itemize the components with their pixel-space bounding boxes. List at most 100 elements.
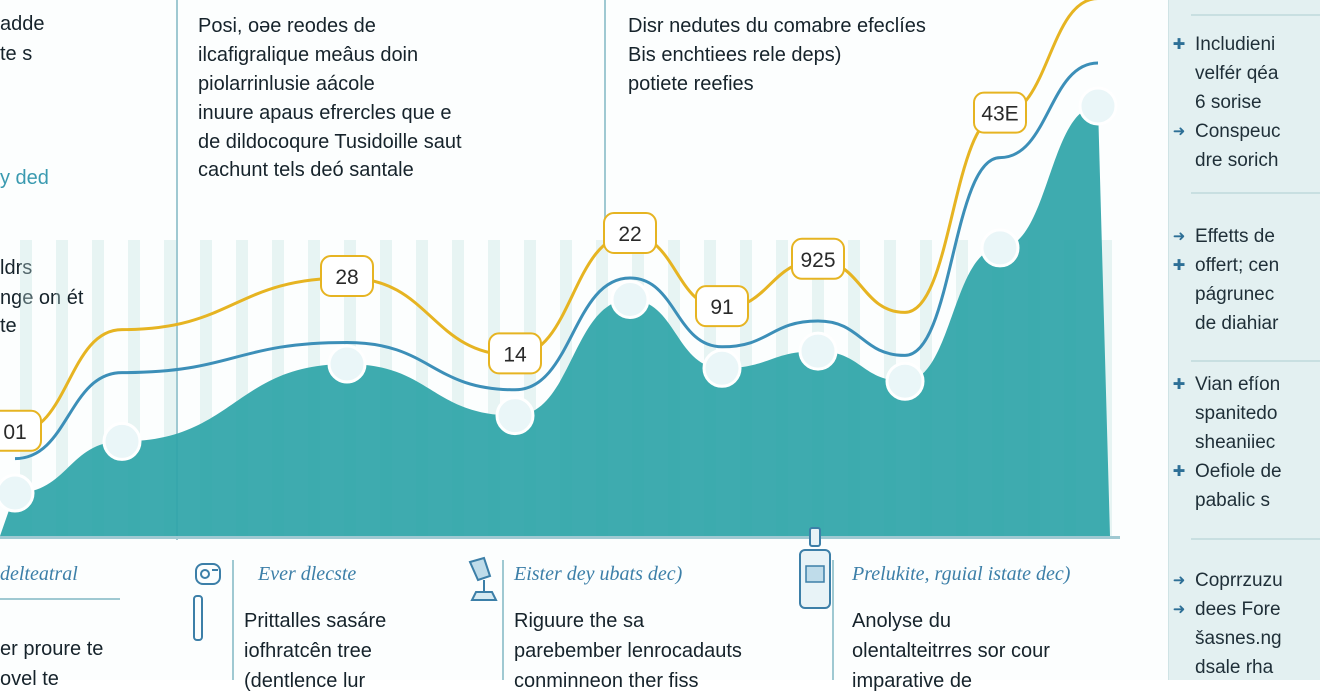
sidebar-item-label: Includieni	[1195, 34, 1276, 55]
sidebar-item: ✚ Vian efíon	[1173, 372, 1281, 398]
svg-text:22: 22	[618, 223, 641, 246]
sidebar-item: ➜ Effetts de	[1173, 224, 1275, 250]
sidebar-rule	[1191, 360, 1320, 362]
left-note-line: adde	[0, 13, 45, 35]
medicine-bottle-icon	[799, 527, 831, 609]
data-point-marker	[885, 361, 925, 401]
sidebar-item: ➜ Conspeuc	[1173, 119, 1281, 145]
bar-stripe	[20, 240, 32, 536]
center-note-line: piolarrinlusie aácole	[198, 73, 375, 95]
sidebar-item: 6 sorise	[1195, 90, 1262, 116]
sidebar-item-label: sheaniiec	[1195, 432, 1276, 453]
bottom-line: (dentlence lur	[244, 670, 366, 692]
line-series-blue	[14, 61, 1099, 461]
data-point-marker	[1078, 86, 1118, 126]
sidebar-rule	[1191, 192, 1320, 194]
sidebar-item: pabalic s	[1195, 488, 1270, 514]
center-note-line: Posi, oǝe reodes de	[198, 15, 376, 37]
svg-text:91: 91	[710, 296, 733, 319]
data-label: 01	[0, 409, 42, 452]
sidebar-item: dsale rha	[1195, 655, 1273, 681]
sidebar-item: sheaniiec	[1195, 430, 1275, 456]
sidebar-rule	[1191, 14, 1320, 16]
left-note-line: y ded	[0, 167, 49, 189]
left-note-line: nge on ét	[0, 287, 84, 309]
data-point-marker	[102, 421, 142, 461]
lab-flask-icon	[195, 563, 221, 585]
sidebar-item-label: šasnes.ng	[1195, 628, 1282, 649]
area-chart: 01 28 14 22 91 925 43E	[0, 0, 1120, 539]
bullet-icon: ➜	[1172, 228, 1186, 245]
divider-line	[232, 560, 234, 680]
bottom-line: imparative de	[852, 670, 973, 692]
sidebar-item: ✚ Includieni	[1173, 32, 1276, 58]
left-note-line: te	[0, 315, 17, 337]
data-point-marker	[0, 473, 35, 513]
bottom-heading: Ever dlecste	[258, 563, 357, 585]
data-point-marker	[495, 396, 535, 436]
sidebar-item-label: Conspeuc	[1195, 121, 1281, 142]
right-note-line: Bis enchtiees rele deps)	[628, 44, 842, 66]
divider-line	[502, 560, 504, 680]
sidebar-item: de diahiar	[1195, 311, 1278, 337]
sidebar-item-label: Oefiole de	[1195, 461, 1282, 482]
divider-line	[832, 560, 834, 680]
baseline	[0, 536, 1120, 539]
bullet-icon: ➜	[1172, 572, 1186, 589]
right-note-line: potiete reefies	[628, 73, 754, 95]
left-note-line: ldrs	[0, 257, 33, 279]
center-note-line: de dildocoqure Tusidoille saut	[198, 131, 462, 153]
data-label: 925	[791, 237, 845, 280]
microscope-icon	[468, 556, 498, 601]
sidebar-item-label: velfér qéa	[1195, 63, 1279, 84]
bottom-line: er proure te	[0, 638, 104, 660]
bullet-icon: ✚	[1172, 257, 1186, 274]
bottom-line: Prittalles sasáre	[244, 610, 387, 632]
center-note-line: ilcafigralique meâus doin	[198, 44, 419, 66]
sidebar-item: ➜ Coprrzuzu	[1173, 568, 1283, 594]
data-point-marker	[798, 331, 838, 371]
bullet-icon: ✚	[1172, 376, 1186, 393]
bullet-icon: ✚	[1172, 36, 1186, 53]
sidebar-item-label: 6 sorise	[1195, 92, 1262, 113]
sidebar-item-label: dees Fore	[1195, 599, 1281, 620]
sidebar-item-label: págrunec	[1195, 284, 1275, 305]
sidebar-item-label: Effetts de	[1195, 226, 1275, 247]
sidebar-item: págrunec	[1195, 282, 1274, 308]
sidebar-item-label: pabalic s	[1195, 490, 1270, 511]
data-point-marker	[702, 348, 742, 388]
divider-line	[0, 598, 120, 600]
divider-line	[176, 0, 178, 540]
divider-line	[604, 0, 606, 245]
bullet-icon: ➜	[1172, 123, 1186, 140]
bullet-icon: ➜	[1172, 601, 1186, 618]
area-series	[0, 106, 1110, 536]
left-note-line: te s	[0, 43, 33, 65]
bottom-heading: delteatral	[0, 563, 78, 585]
bottom-line: olentalteitrres sor cour	[852, 640, 1050, 662]
bar-stripe	[56, 240, 68, 536]
pipette-icon	[193, 595, 203, 641]
sidebar-item: ✚ Oefiole de	[1173, 459, 1282, 485]
sidebar-item-label: dsale rha	[1195, 657, 1274, 678]
bottom-line: parebember lenrocadauts	[514, 640, 742, 662]
svg-text:01: 01	[3, 421, 26, 444]
sidebar-item-label: spanitedo	[1195, 403, 1278, 424]
sidebar-item-label: de diahiar	[1195, 313, 1279, 334]
data-label: 43E	[973, 91, 1027, 134]
svg-text:43E: 43E	[981, 103, 1018, 126]
data-point-marker	[980, 228, 1020, 268]
sidebar-item-label: dre sorich	[1195, 150, 1279, 171]
center-note-line: inuure apaus efrercles que e	[198, 102, 452, 124]
bottom-heading: Eister dey ubats dec)	[514, 563, 683, 585]
bottom-line: Riguure the sa	[514, 610, 645, 632]
sidebar-item-label: Vian efíon	[1195, 374, 1281, 395]
bottom-line: iofhratcên tree	[244, 640, 372, 662]
sidebar-item-label: offert; cen	[1195, 255, 1280, 276]
bullet-icon: ✚	[1172, 463, 1186, 480]
data-label: 28	[320, 255, 374, 297]
sidebar-panel: ✚ Includieni velfér qéa 6 sorise ➜ Conspeuc dr…	[1168, 0, 1320, 680]
data-label: 22	[603, 212, 657, 254]
sidebar-item-label: Coprrzuzu	[1195, 570, 1283, 591]
data-point-marker	[327, 344, 367, 384]
